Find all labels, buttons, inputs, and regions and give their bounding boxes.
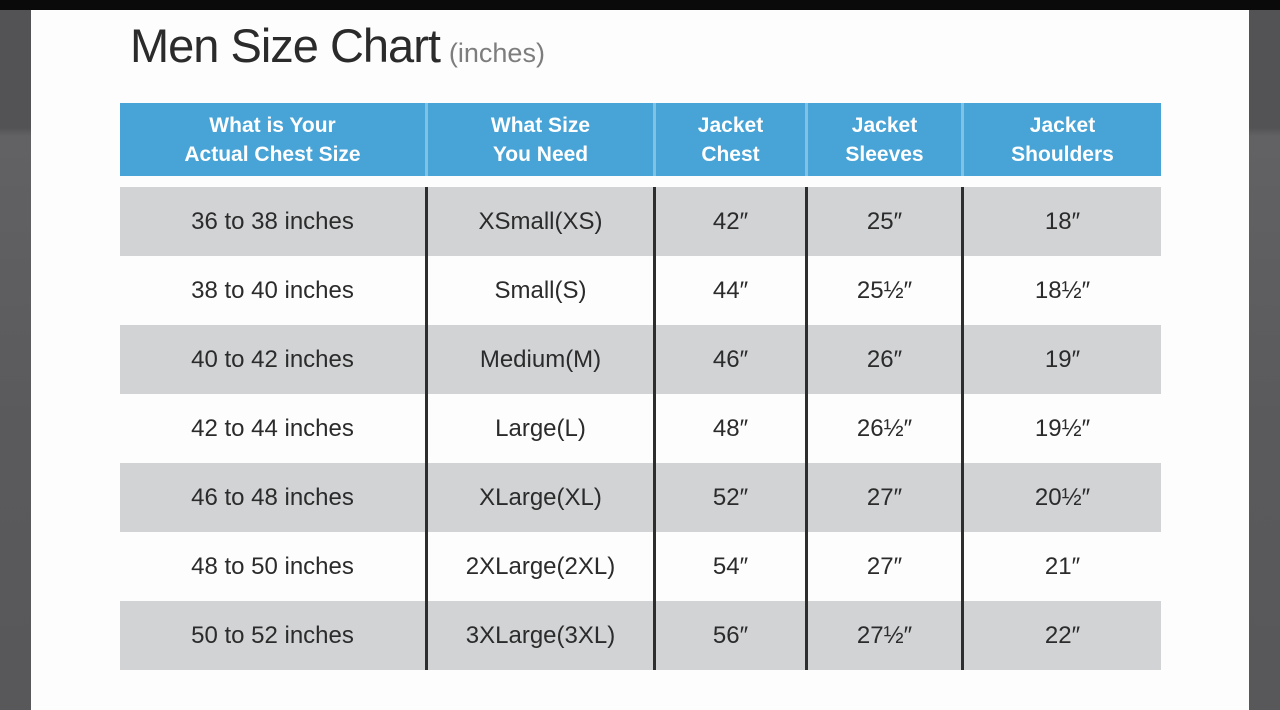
table-header-row: What is Your Actual Chest Size What Size… <box>120 103 1161 176</box>
cell-size-name: Small(S) <box>425 256 653 325</box>
cell-jacket-chest: 46″ <box>653 325 805 394</box>
cell-jacket-chest: 48″ <box>653 394 805 463</box>
cell-size-name: 3XLarge(3XL) <box>425 601 653 670</box>
header-line: You Need <box>492 142 589 166</box>
table-row: 46 to 48 inches XLarge(XL) 52″ 27″ 20½″ <box>120 463 1161 532</box>
header-line: Actual Chest Size <box>184 142 361 166</box>
cell-chest-range: 40 to 42 inches <box>120 325 425 394</box>
cell-jacket-sleeves: 27″ <box>805 532 961 601</box>
table-row: 38 to 40 inches Small(S) 44″ 25½″ 18½″ <box>120 256 1161 325</box>
header-line: Sleeves <box>845 142 924 166</box>
table-row: 50 to 52 inches 3XLarge(3XL) 56″ 27½″ 22… <box>120 601 1161 670</box>
cell-jacket-shoulders: 22″ <box>961 601 1161 670</box>
size-chart-page: Men Size Chart (inches) What is Your Actu… <box>31 10 1249 710</box>
cell-jacket-sleeves: 26″ <box>805 325 961 394</box>
cell-jacket-chest: 54″ <box>653 532 805 601</box>
cell-chest-range: 48 to 50 inches <box>120 532 425 601</box>
column-header-jacket-shoulders: Jacket Shoulders <box>961 103 1161 176</box>
header-line: Jacket <box>1029 113 1096 137</box>
cell-jacket-chest: 52″ <box>653 463 805 532</box>
table-row: 36 to 38 inches XSmall(XS) 42″ 25″ 18″ <box>120 187 1161 256</box>
cell-jacket-sleeves: 25½″ <box>805 256 961 325</box>
right-letterbox-strip <box>1249 10 1280 710</box>
header-line: What is Your <box>209 113 336 137</box>
cell-chest-range: 42 to 44 inches <box>120 394 425 463</box>
cell-jacket-shoulders: 19″ <box>961 325 1161 394</box>
column-header-jacket-chest: Jacket Chest <box>653 103 805 176</box>
cell-size-name: 2XLarge(2XL) <box>425 532 653 601</box>
header-line: Jacket <box>851 113 918 137</box>
cell-size-name: Large(L) <box>425 394 653 463</box>
cell-size-name: XLarge(XL) <box>425 463 653 532</box>
page-title-text: Men Size Chart <box>130 19 441 72</box>
cell-jacket-shoulders: 21″ <box>961 532 1161 601</box>
left-letterbox-strip <box>0 10 31 710</box>
cell-jacket-chest: 56″ <box>653 601 805 670</box>
cell-jacket-sleeves: 25″ <box>805 187 961 256</box>
column-header-actual-chest-size: What is Your Actual Chest Size <box>120 103 425 176</box>
cell-jacket-shoulders: 18½″ <box>961 256 1161 325</box>
cell-chest-range: 38 to 40 inches <box>120 256 425 325</box>
column-header-size-you-need: What Size You Need <box>425 103 653 176</box>
column-header-jacket-sleeves: Jacket Sleeves <box>805 103 961 176</box>
cell-size-name: XSmall(XS) <box>425 187 653 256</box>
men-size-table: What is Your Actual Chest Size What Size… <box>120 103 1161 670</box>
table-row: 42 to 44 inches Large(L) 48″ 26½″ 19½″ <box>120 394 1161 463</box>
cell-size-name: Medium(M) <box>425 325 653 394</box>
cell-chest-range: 50 to 52 inches <box>120 601 425 670</box>
header-line: Shoulders <box>1011 142 1114 166</box>
cell-jacket-shoulders: 20½″ <box>961 463 1161 532</box>
cell-jacket-shoulders: 19½″ <box>961 394 1161 463</box>
cell-jacket-sleeves: 27½″ <box>805 601 961 670</box>
cell-chest-range: 36 to 38 inches <box>120 187 425 256</box>
cell-jacket-shoulders: 18″ <box>961 187 1161 256</box>
cell-jacket-chest: 42″ <box>653 187 805 256</box>
cell-jacket-sleeves: 26½″ <box>805 394 961 463</box>
page-title-unit: (inches) <box>448 38 545 68</box>
table-row: 48 to 50 inches 2XLarge(2XL) 54″ 27″ 21″ <box>120 532 1161 601</box>
cell-jacket-chest: 44″ <box>653 256 805 325</box>
header-line: Jacket <box>697 113 764 137</box>
header-line: What Size <box>490 113 591 137</box>
table-body: 36 to 38 inches XSmall(XS) 42″ 25″ 18″ 3… <box>120 187 1161 670</box>
cell-chest-range: 46 to 48 inches <box>120 463 425 532</box>
header-line: Chest <box>701 142 760 166</box>
top-letterbox-bar <box>0 0 1280 10</box>
cell-jacket-sleeves: 27″ <box>805 463 961 532</box>
page-title: Men Size Chart (inches) <box>130 18 545 73</box>
table-row: 40 to 42 inches Medium(M) 46″ 26″ 19″ <box>120 325 1161 394</box>
